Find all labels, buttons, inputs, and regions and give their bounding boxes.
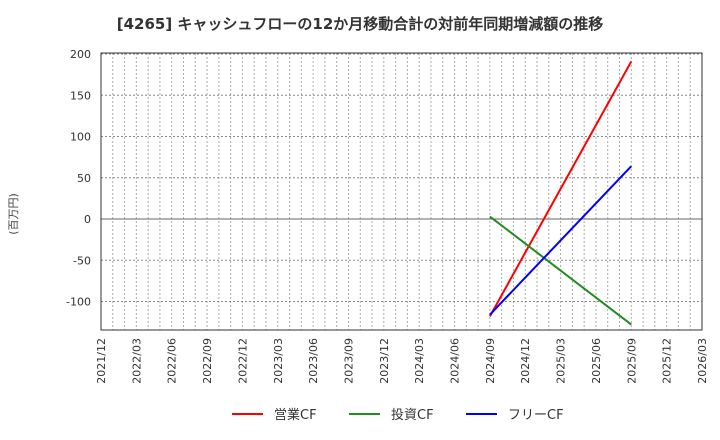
- x-tick-label: 2024/03: [413, 338, 426, 384]
- series-line: [489, 165, 633, 316]
- x-tick-label: 2025/06: [590, 338, 603, 384]
- legend-item-free-cf[interactable]: フリーCF: [466, 404, 564, 423]
- legend-item-operating-cf[interactable]: 営業CF: [232, 404, 317, 423]
- legend-label: 営業CF: [274, 408, 317, 423]
- data-series: [489, 60, 633, 326]
- x-axis-ticks: 2021/12 2022/03 2022/06 2022/09 2022/12 2023/…: [95, 338, 709, 384]
- x-tick-label: 2022/03: [130, 338, 143, 384]
- blue-line-icon: [466, 412, 497, 415]
- x-tick-label: 2023/09: [342, 338, 355, 384]
- x-tick-label: 2023/12: [378, 338, 391, 384]
- x-tick-label: 2024/06: [449, 338, 462, 384]
- chart-title: [4265] キャッシュフローの12か月移動合計の対前年同期増減額の推移: [116, 15, 604, 33]
- y-tick-label: 100: [70, 131, 91, 144]
- green-line-icon: [349, 412, 380, 415]
- legend: 営業CF 投資CF フリーCF: [0, 404, 720, 424]
- x-tick-label: 2024/09: [484, 338, 497, 384]
- series-line: [489, 60, 633, 317]
- x-tick-label: 2026/03: [696, 338, 709, 384]
- x-tick-label: 2025/09: [625, 338, 638, 384]
- series-line: [489, 215, 632, 326]
- x-tick-label: 2022/12: [236, 338, 249, 384]
- y-tick-label: 200: [70, 48, 91, 61]
- x-tick-label: 2025/12: [661, 338, 674, 384]
- y-tick-label: -100: [66, 296, 91, 309]
- x-tick-label: 2024/12: [519, 338, 532, 384]
- x-tick-label: 2022/09: [201, 338, 214, 384]
- line-chart: 200 150 100 50 0 -50 -100 2021/12 2022/03 2022/0…: [66, 48, 709, 384]
- x-tick-label: 2025/03: [555, 338, 568, 384]
- legend-item-investing-cf[interactable]: 投資CF: [349, 404, 434, 423]
- y-tick-label: -50: [73, 254, 91, 267]
- x-tick-label: 2022/06: [166, 338, 179, 384]
- x-tick-label: 2023/03: [272, 338, 285, 384]
- legend-label: フリーCF: [508, 408, 564, 423]
- y-tick-label: 50: [77, 172, 91, 185]
- x-tick-label: 2023/06: [307, 338, 320, 384]
- y-axis-ticks: 200 150 100 50 0 -50 -100: [66, 48, 91, 309]
- y-tick-label: 150: [70, 89, 91, 102]
- plot-frame: [100, 52, 703, 331]
- y-tick-label: 0: [84, 213, 91, 226]
- x-tick-label: 2021/12: [95, 338, 108, 384]
- red-line-icon: [232, 412, 263, 415]
- legend-label: 投資CF: [391, 408, 434, 423]
